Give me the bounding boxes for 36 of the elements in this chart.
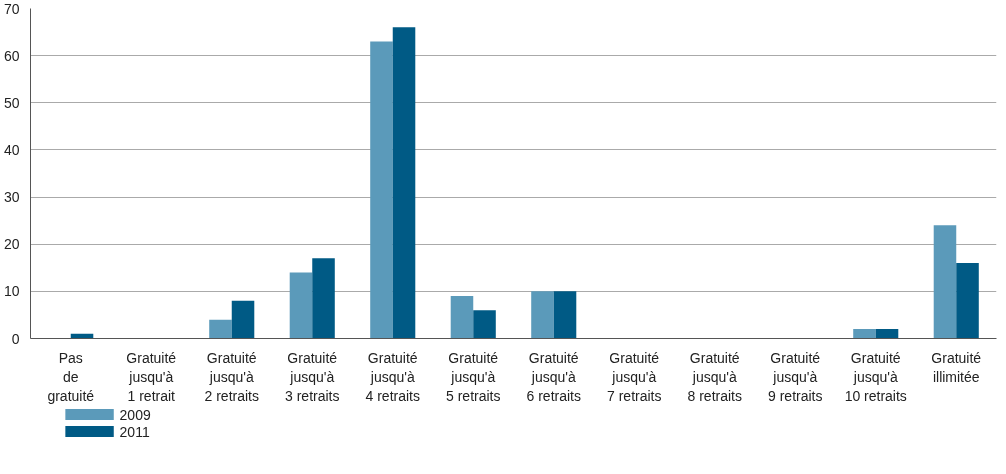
- y-tick-label: 30: [3, 189, 20, 206]
- bar: [289, 272, 313, 339]
- legend-label: 2011: [119, 423, 150, 440]
- bar: [875, 329, 899, 339]
- x-tick-label: Gratuité jusqu'à 8 retraits: [687, 349, 742, 404]
- bar: [450, 296, 474, 339]
- x-tick-label: Pas de gratuité: [47, 349, 95, 404]
- y-tick-label: 50: [3, 94, 20, 111]
- y-tick-label: 40: [3, 141, 20, 158]
- bar: [956, 263, 979, 339]
- legend-label: 2009: [119, 406, 151, 423]
- bar: [392, 27, 416, 339]
- x-tick-label: Gratuité jusqu'à 2 retraits: [204, 349, 259, 404]
- bar: [473, 310, 496, 339]
- x-tick-label: Gratuité jusqu'à 9 retraits: [768, 349, 823, 404]
- bar: [933, 225, 957, 339]
- bar: [209, 319, 232, 339]
- bar: [853, 329, 876, 339]
- bar: [312, 258, 335, 339]
- y-tick-label: 60: [3, 47, 20, 64]
- x-tick-label: Gratuité jusqu'à 6 retraits: [526, 349, 581, 404]
- x-tick-label: Gratuité jusqu'à 7 retraits: [607, 349, 662, 404]
- bar: [531, 291, 554, 339]
- bar: [370, 41, 393, 339]
- y-tick-label: 10: [3, 283, 20, 300]
- y-tick-label: 0: [11, 330, 20, 347]
- y-tick-label: 70: [3, 0, 20, 17]
- x-tick-label: Gratuité jusqu'à 1 retrait: [126, 349, 177, 404]
- x-tick-label: Gratuité jusqu'à 10 retraits: [844, 349, 907, 404]
- x-tick-label: Gratuité jusqu'à 5 retraits: [446, 349, 501, 404]
- x-tick-label: Gratuité illimitée: [931, 349, 982, 385]
- bar: [231, 300, 255, 339]
- y-tick-label: 20: [3, 236, 20, 253]
- x-tick-label: Gratuité jusqu'à 4 retraits: [365, 349, 420, 404]
- bar: [553, 291, 577, 339]
- x-tick-label: Gratuité jusqu'à 3 retraits: [285, 349, 340, 404]
